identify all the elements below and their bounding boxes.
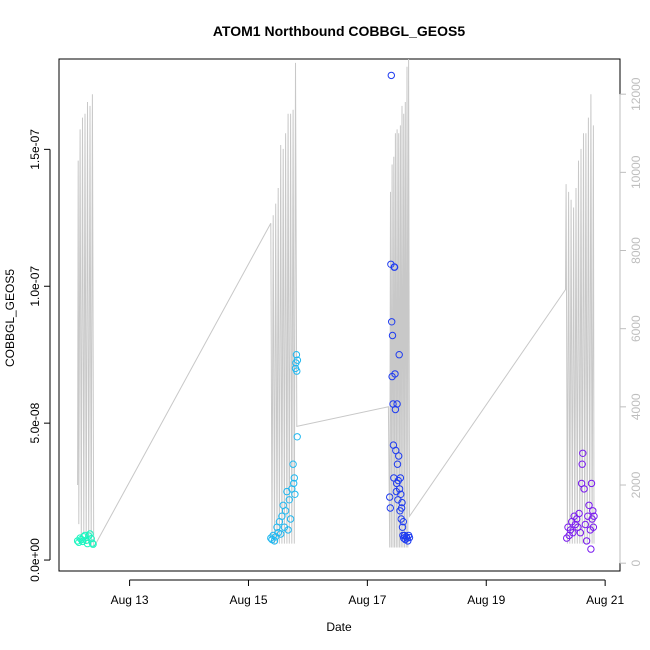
- points-layer: [73, 71, 598, 553]
- data-point: [285, 496, 293, 504]
- y-tick-label: 0.0e+00: [28, 538, 42, 582]
- y2-tick-label: 12000: [629, 77, 643, 111]
- data-point: [399, 518, 407, 526]
- data-point: [270, 537, 279, 545]
- data-point: [388, 318, 396, 326]
- data-point: [289, 460, 297, 468]
- data-point: [392, 446, 400, 455]
- y2-tick-label: 8000: [629, 237, 643, 264]
- data-point: [390, 263, 399, 271]
- data-point: [396, 474, 405, 482]
- data-point: [386, 504, 394, 512]
- data-point: [89, 540, 97, 548]
- data-point: [284, 526, 292, 534]
- y-tick-label: 5.0e-08: [28, 402, 42, 443]
- data-point: [78, 537, 87, 546]
- y-axis: 0.0e+00 5.0e-08 1.0e-07 1.5e-07: [28, 129, 51, 582]
- data-point: [590, 512, 598, 520]
- data-point: [585, 501, 593, 509]
- data-point: [398, 523, 407, 531]
- y2-tick-label: 0: [629, 560, 643, 567]
- x-tick-label: Aug 15: [229, 593, 267, 607]
- data-point: [395, 351, 403, 359]
- data-point: [286, 515, 295, 523]
- data-point: [579, 449, 587, 457]
- y2-tick-label: 6000: [629, 315, 643, 342]
- data-point: [405, 533, 414, 542]
- data-point: [578, 460, 586, 468]
- secondary-series-line: [77, 58, 595, 548]
- x-tick-label: Aug 21: [586, 593, 624, 607]
- data-point: [86, 530, 94, 538]
- data-point: [580, 485, 588, 493]
- data-point: [81, 531, 89, 540]
- data-point: [393, 400, 401, 408]
- plot-frame: [58, 58, 621, 572]
- chart-title: ATOM1 Northbound COBBGL_GEOS5: [213, 23, 465, 39]
- data-point: [82, 536, 90, 544]
- data-point: [569, 529, 577, 537]
- data-point: [581, 520, 589, 529]
- y2-axis: 0 2000 4000 6000 8000 10000 12000: [619, 77, 643, 567]
- data-point: [576, 529, 585, 537]
- y-tick-label: 1.5e-07: [28, 129, 42, 170]
- data-point: [582, 537, 591, 545]
- data-point: [393, 460, 402, 468]
- data-point: [291, 490, 299, 498]
- data-point: [290, 474, 298, 482]
- data-point: [589, 507, 597, 515]
- data-point: [395, 485, 404, 493]
- y2-tick-label: 2000: [629, 471, 643, 498]
- data-point: [398, 498, 406, 507]
- data-point: [293, 356, 302, 364]
- y-tick-label: 1.0e-07: [28, 266, 42, 307]
- data-point: [290, 479, 298, 488]
- data-point: [387, 71, 395, 80]
- x-axis-title: Date: [326, 620, 352, 634]
- data-point: [397, 490, 405, 498]
- secondary-series-layer: [77, 58, 595, 548]
- data-point: [293, 433, 301, 441]
- x-tick-label: Aug 13: [111, 593, 149, 607]
- data-point: [397, 504, 406, 512]
- data-point: [395, 452, 403, 460]
- data-point: [587, 479, 596, 488]
- data-point: [281, 507, 290, 515]
- x-axis: Aug 13 Aug 15 Aug 17 Aug 19 Aug 21: [111, 579, 624, 607]
- x-tick-label: Aug 17: [348, 593, 386, 607]
- x-tick-label: Aug 19: [467, 593, 505, 607]
- data-point: [388, 331, 397, 340]
- data-point: [386, 493, 394, 501]
- data-point: [293, 367, 301, 375]
- data-point: [587, 545, 595, 553]
- data-point: [292, 351, 301, 359]
- data-point: [278, 512, 286, 520]
- y2-tick-label: 4000: [629, 393, 643, 420]
- data-point: [391, 370, 399, 378]
- data-point: [277, 530, 285, 538]
- data-point: [575, 509, 583, 518]
- data-point: [83, 539, 92, 548]
- data-point: [589, 523, 598, 531]
- y2-tick-label: 10000: [629, 155, 643, 189]
- y-axis-title: COBBGL_GEOS5: [3, 269, 17, 367]
- data-point: [88, 539, 97, 547]
